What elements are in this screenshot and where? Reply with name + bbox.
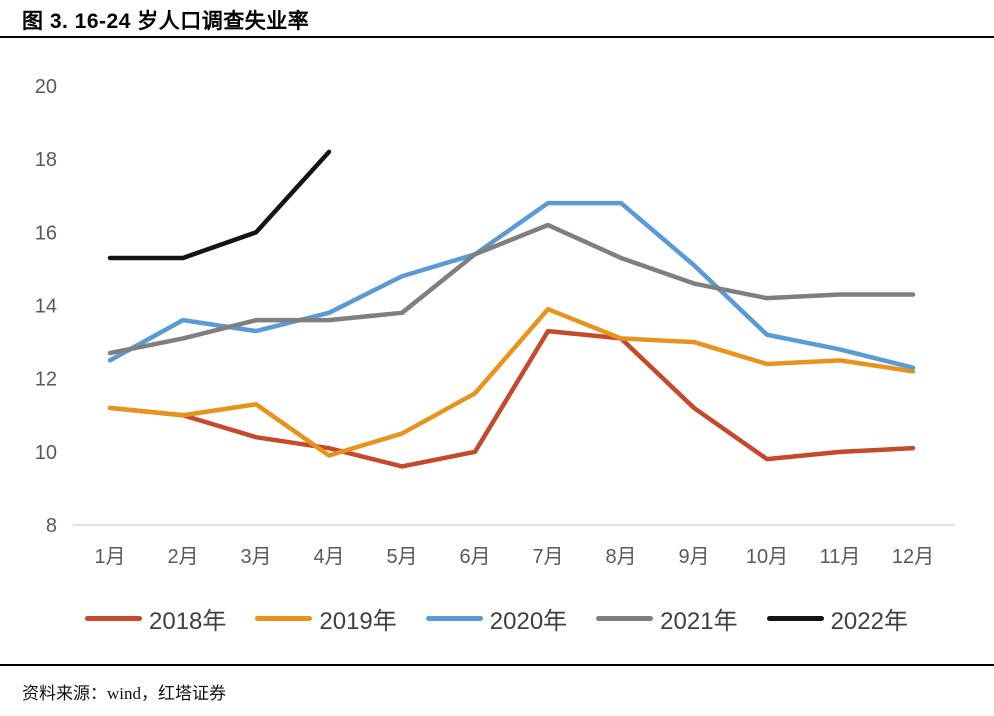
x-tick-label: 9月: [678, 546, 709, 568]
chart-legend: 2018年 2019年 2020年 2021年 2022年: [85, 601, 908, 636]
series-line-2021年: [107, 222, 916, 356]
x-tick-label: 4月: [313, 546, 344, 568]
x-tick-label: 6月: [459, 546, 490, 568]
legend-item-2022年: 2022年: [766, 601, 908, 636]
legend-item-2020年: 2020年: [425, 601, 568, 636]
figure-title: 图 3. 16-24 岁人口调查失业率: [22, 10, 310, 33]
footer-divider: [0, 664, 994, 666]
legend-label: 2020年: [489, 608, 568, 635]
x-tick-label: 11月: [820, 546, 861, 568]
x-tick-label: 3月: [240, 546, 271, 568]
y-tick-label: 16: [35, 222, 57, 244]
source-note: 资料来源：wind，红塔证券: [22, 684, 226, 703]
x-tick-label: 5月: [386, 546, 417, 568]
legend-label: 2019年: [319, 608, 397, 635]
legend-swatch-icon: [85, 616, 142, 621]
series-line-2019年: [107, 306, 916, 458]
legend-label: 2018年: [149, 608, 227, 635]
legend-item-2021年: 2021年: [596, 601, 738, 636]
y-tick-label: 10: [35, 442, 57, 464]
legend-swatch-icon: [255, 616, 313, 621]
series-line-2020年: [107, 200, 916, 370]
legend-swatch-icon: [596, 616, 654, 621]
x-tick-label: 2月: [167, 546, 198, 568]
series-line-2022年: [107, 149, 332, 261]
x-tick-label: 7月: [532, 546, 563, 568]
x-tick-label: 12月: [892, 546, 934, 568]
y-tick-label: 20: [35, 76, 57, 98]
legend-label: 2021年: [660, 608, 738, 635]
x-tick-label: 10月: [746, 546, 788, 568]
x-tick-label: 8月: [605, 546, 636, 568]
y-tick-label: 14: [35, 296, 57, 318]
series-line-2018年: [107, 328, 916, 469]
legend-item-2018年: 2018年: [85, 601, 226, 636]
legend-item-2019年: 2019年: [255, 601, 397, 636]
y-tick-label: 8: [46, 515, 57, 537]
legend-swatch-icon: [766, 616, 824, 621]
title-divider: [0, 36, 994, 38]
legend-swatch-icon: [425, 616, 483, 621]
x-tick-label: 1月: [94, 546, 125, 568]
y-tick-label: 12: [35, 369, 57, 391]
y-tick-label: 18: [35, 149, 57, 171]
legend-label: 2022年: [830, 608, 908, 635]
